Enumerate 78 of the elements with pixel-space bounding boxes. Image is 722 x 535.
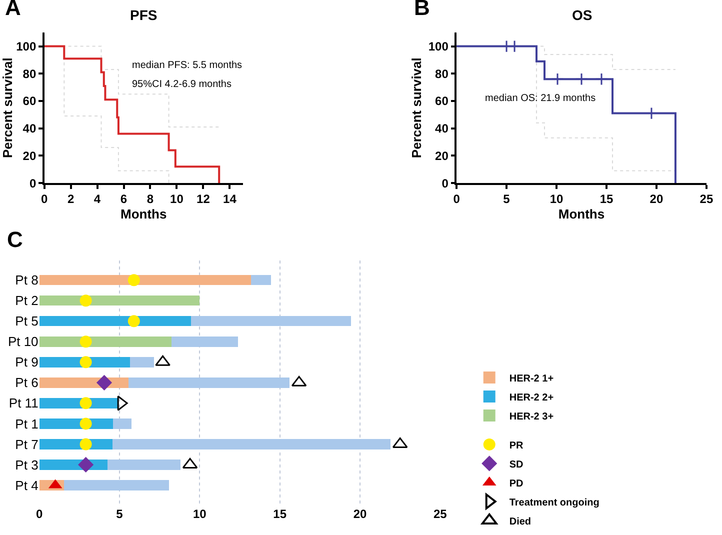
y-tick-label: Pt 4 bbox=[15, 478, 38, 493]
bar bbox=[130, 357, 154, 368]
legend-label: Treatment ongoing bbox=[509, 497, 600, 508]
point bbox=[551, 72, 564, 86]
bar bbox=[64, 480, 170, 490]
x-tick-label: 4 bbox=[94, 192, 101, 206]
x-tick-label: 20 bbox=[650, 192, 664, 206]
legend-label: Died bbox=[509, 516, 532, 528]
bar bbox=[39, 274, 251, 286]
x-tick-label: 20 bbox=[353, 506, 367, 521]
y-tick-label: Pt 1 bbox=[15, 416, 38, 432]
text: C bbox=[7, 227, 23, 252]
y-tick-label: 40 bbox=[435, 122, 449, 136]
legend-label: HER-2 3+ bbox=[509, 411, 554, 422]
x-tick-label: 12 bbox=[196, 192, 210, 206]
x-tick-label: 25 bbox=[700, 192, 714, 206]
y-tick-label: Pt 10 bbox=[8, 334, 38, 350]
x-tick-label: 15 bbox=[273, 506, 287, 521]
x-axis-title: Months bbox=[120, 206, 167, 222]
bar bbox=[128, 378, 290, 388]
y-tick-label: 100 bbox=[16, 39, 36, 54]
legend-label: HER-2 1+ bbox=[509, 373, 554, 384]
y-tick-label: 40 bbox=[22, 122, 36, 136]
x-tick-label: 2 bbox=[67, 192, 74, 206]
bar bbox=[190, 316, 352, 326]
point bbox=[595, 72, 608, 86]
y-tick-label: Pt 6 bbox=[15, 375, 38, 390]
legend-label: PD bbox=[509, 478, 524, 490]
y-tick-label: Pt 11 bbox=[8, 396, 38, 411]
x-tick-label: 0 bbox=[40, 192, 48, 206]
annotation: median PFS: 5.5 months bbox=[132, 60, 242, 71]
x-tick-label: 8 bbox=[146, 192, 154, 206]
x-tick-label: 0 bbox=[453, 192, 460, 206]
y-tick-label: 60 bbox=[22, 94, 36, 108]
y-tick-label: Pt 5 bbox=[15, 314, 38, 329]
x-tick-label: 6 bbox=[120, 192, 128, 206]
y-tick-label: 80 bbox=[22, 66, 36, 81]
y-tick-label: Pt 9 bbox=[15, 354, 38, 370]
x-tick-label: 14 bbox=[223, 192, 237, 206]
y-tick-label: 60 bbox=[435, 94, 449, 108]
bar bbox=[39, 295, 200, 306]
y-tick-label: Pt 8 bbox=[15, 272, 38, 288]
y-tick-label: Pt 3 bbox=[15, 457, 38, 472]
x-tick-label: 10 bbox=[550, 192, 564, 206]
x-axis-title: Months bbox=[558, 206, 605, 222]
y-tick-label: 80 bbox=[435, 66, 449, 81]
y-tick-label: 20 bbox=[22, 148, 36, 163]
bar bbox=[250, 274, 271, 286]
bar bbox=[107, 460, 180, 470]
bar bbox=[112, 439, 390, 450]
x-tick-label: 5 bbox=[116, 506, 124, 521]
bar bbox=[39, 316, 191, 326]
y-axis-title: Percent survival bbox=[408, 58, 424, 158]
x-tick-label: 5 bbox=[503, 192, 510, 206]
legend-label: PR bbox=[509, 440, 524, 452]
legend-label: HER-2 2+ bbox=[509, 392, 554, 404]
y-tick-label: 0 bbox=[442, 176, 449, 190]
point bbox=[575, 72, 588, 86]
x-tick-label: 25 bbox=[433, 506, 448, 521]
text: B bbox=[414, 0, 430, 20]
chart-title: OS bbox=[572, 7, 592, 23]
y-tick-label: Pt 7 bbox=[15, 436, 38, 452]
bar bbox=[39, 336, 172, 347]
annotation: median OS: 21.9 months bbox=[485, 93, 596, 104]
y-tick-label: 100 bbox=[428, 39, 449, 54]
y-tick-label: 20 bbox=[435, 148, 449, 163]
bar bbox=[113, 418, 132, 429]
chart-title: PFS bbox=[130, 7, 158, 23]
bar bbox=[172, 336, 238, 347]
x-tick-label: 10 bbox=[192, 506, 207, 521]
y-tick-label: Pt 2 bbox=[15, 293, 38, 308]
text: A bbox=[5, 0, 21, 20]
x-tick-label: 15 bbox=[600, 192, 614, 206]
x-tick-label: 10 bbox=[170, 192, 184, 206]
legend-label: SD bbox=[509, 459, 524, 470]
y-tick-label: 0 bbox=[29, 176, 36, 190]
annotation: 95%CI 4.2-6.9 months bbox=[132, 79, 232, 90]
y-axis-title: Percent survival bbox=[0, 58, 15, 158]
